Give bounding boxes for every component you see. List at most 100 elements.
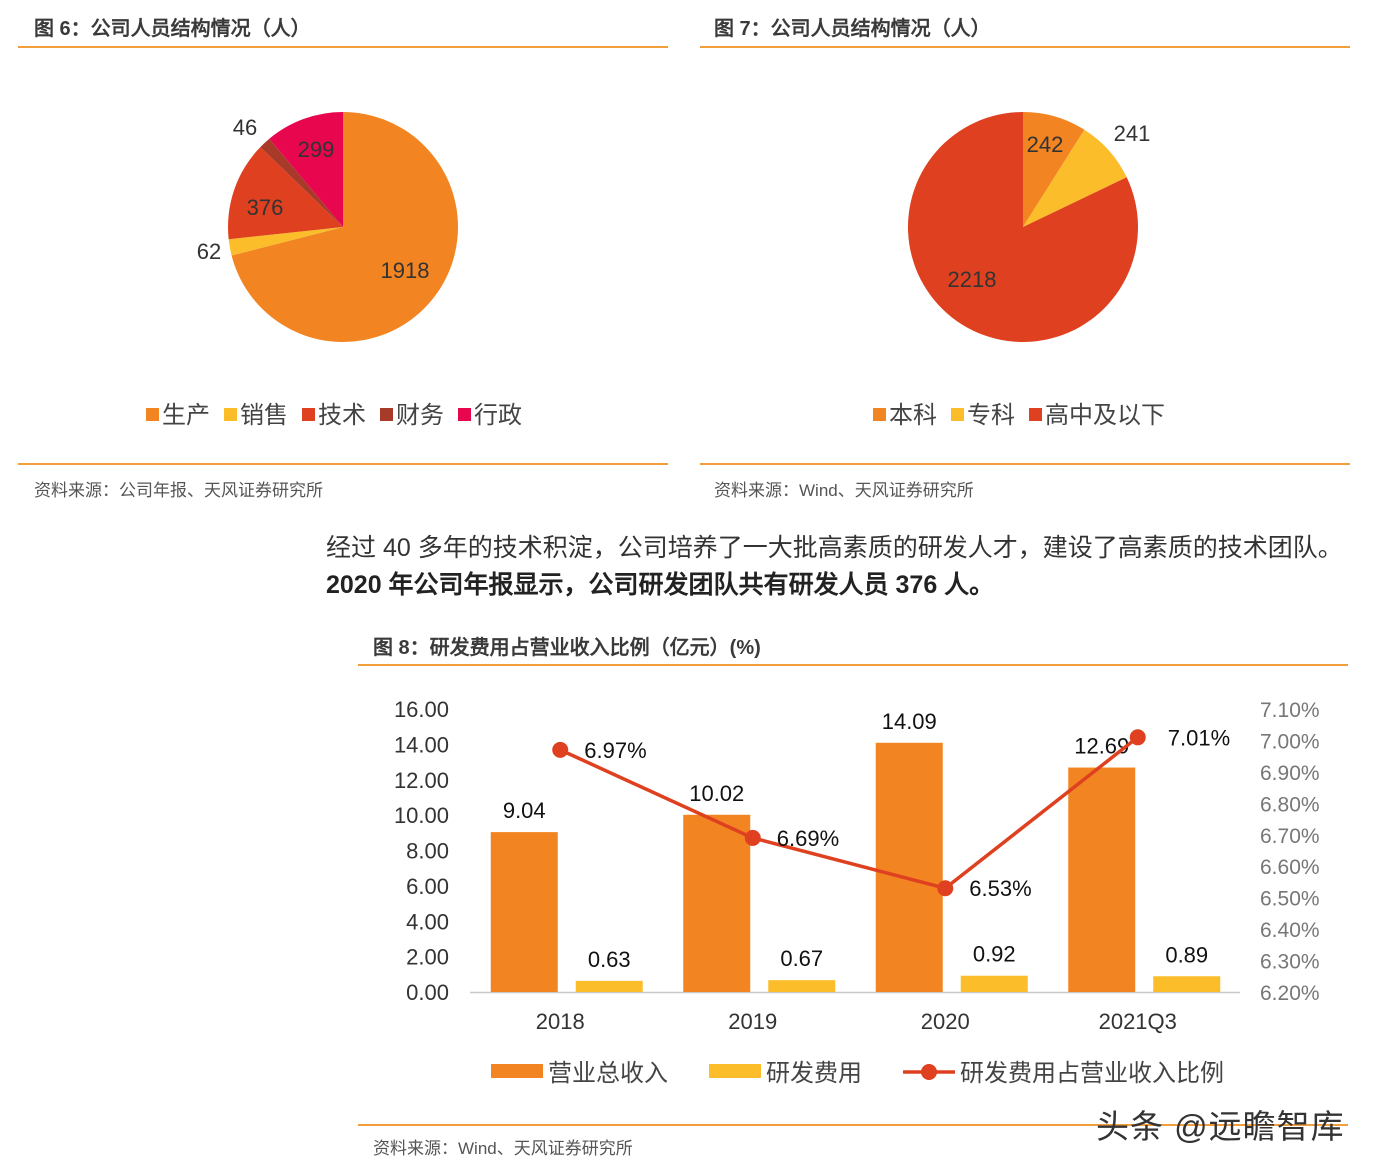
y2-axis-tick-label: 6.50% [1260, 888, 1320, 911]
pie-data-label: 46 [233, 115, 257, 140]
fig8-bottom-rule [358, 1124, 1348, 1126]
y2-axis-tick-label: 6.70% [1260, 825, 1320, 848]
legend-label: 高中及以下 [1045, 402, 1165, 429]
line-data-label: 6.69% [777, 826, 839, 851]
x-axis-tick-label: 2018 [536, 1009, 585, 1034]
bar-研发费用 [768, 980, 836, 992]
pie-slice-财务 [260, 138, 343, 227]
pie-data-label: 376 [247, 195, 284, 220]
pie-data-label: 2218 [948, 267, 997, 292]
line-研发费用占营业收入比例 [559, 735, 1139, 891]
pie-slice-销售 [228, 227, 343, 256]
line-point [937, 880, 954, 897]
x-axis-tick-label: 2021Q3 [1099, 1009, 1177, 1034]
fig7-source: 资料来源：Wind、天风证券研究所 [714, 481, 974, 500]
fig8-source: 资料来源：Wind、天风证券研究所 [373, 1139, 633, 1158]
legend-label: 专科 [967, 402, 1015, 429]
legend-label: 营业总收入 [548, 1060, 668, 1087]
pie-slice-生产 [231, 112, 458, 342]
line-point [1129, 729, 1146, 746]
pie-slice-行政 [269, 111, 343, 227]
body-paragraph: 经过 40 多年的技术积淀，公司培养了一大批高素质的研发人才，建设了高素质的技术… [326, 530, 1366, 604]
legend-swatch [951, 408, 964, 421]
y2-axis-tick-label: 6.20% [1260, 982, 1320, 1005]
fig6-bottom-rule [18, 463, 668, 465]
fig6-source: 资料来源：公司年报、天风证券研究所 [34, 481, 323, 500]
bar-data-label: 9.04 [503, 798, 546, 823]
legend-swatch [458, 408, 471, 421]
line-data-label: 6.53% [969, 876, 1031, 901]
bar-data-label: 0.92 [973, 942, 1016, 967]
paragraph-bold-text: 2020 年公司年报显示，公司研发团队共有研发人员 376 人。 [326, 571, 995, 599]
fig8-top-rule [358, 664, 1348, 666]
fig7-pie-chart: 242 241 2218 本科 专科 高中及以下 [873, 112, 1165, 429]
y2-axis-tick-label: 6.80% [1260, 793, 1320, 816]
y-axis-tick-label: 0.00 [406, 980, 449, 1005]
fig7-bottom-rule [700, 463, 1350, 465]
bar-data-label: 14.09 [882, 709, 937, 734]
fig8-title: 图 8：研发费用占营业收入比例（亿元）(%) [373, 637, 761, 659]
x-axis-tick-label: 2019 [728, 1009, 777, 1034]
legend-label: 研发费用占营业收入比例 [960, 1060, 1224, 1087]
legend-label: 生产 [162, 402, 210, 429]
paragraph-normal-text: 经过 40 多年的技术积淀，公司培养了一大批高素质的研发人才，建设了高素质的技术… [326, 534, 1343, 562]
x-axis-tick-label: 2020 [921, 1009, 970, 1034]
line-data-label: 7.01% [1168, 725, 1230, 750]
fig7-title: 图 7：公司人员结构情况（人） [714, 18, 991, 40]
y2-axis-tick-label: 6.40% [1260, 919, 1320, 942]
legend-label: 研发费用 [766, 1060, 862, 1087]
legend-swatch [873, 408, 886, 421]
bar-营业总收入 [1068, 767, 1136, 992]
legend-swatch [709, 1064, 761, 1078]
bar-data-label: 0.67 [780, 946, 823, 971]
y-axis-tick-label: 8.00 [406, 839, 449, 864]
y-axis-tick-label: 14.00 [394, 732, 449, 757]
bar-营业总收入 [490, 832, 558, 992]
bar-营业总收入 [683, 814, 751, 992]
y2-axis-tick-label: 7.10% [1260, 699, 1320, 722]
legend-swatch [146, 408, 159, 421]
y-axis-tick-label: 2.00 [406, 945, 449, 970]
legend-label: 本科 [889, 402, 937, 429]
pie-data-label: 1918 [381, 258, 430, 283]
y2-axis-tick-label: 6.90% [1260, 762, 1320, 785]
bar-data-label: 10.02 [689, 781, 744, 806]
pie-data-label: 299 [298, 137, 335, 162]
fig6-pie-chart: 1918 62 376 46 299 生产 销售 技术 财务 行政 [146, 111, 522, 429]
line-point [744, 829, 761, 846]
bar-研发费用 [575, 980, 643, 992]
pie-data-label: 62 [197, 239, 221, 264]
pie-data-label: 241 [1114, 121, 1151, 146]
bar-研发费用 [1153, 976, 1221, 992]
y2-axis-tick-label: 6.30% [1260, 951, 1320, 974]
legend-label: 销售 [240, 402, 288, 429]
pie-slice-本科 [1023, 112, 1085, 227]
watermark-text: 头条 @远瞻智库 [1096, 1108, 1345, 1145]
pie-slice-高中及以下 [907, 112, 1138, 342]
pie-slice-技术 [227, 147, 343, 240]
legend-label: 行政 [474, 402, 522, 429]
bar-data-label: 12.69 [1074, 734, 1129, 759]
fig7-top-rule [700, 46, 1350, 48]
fig6-top-rule [18, 46, 668, 48]
legend-swatch [224, 408, 237, 421]
bar-data-label: 0.89 [1165, 942, 1208, 967]
legend-marker [921, 1064, 937, 1080]
y-axis-tick-label: 16.00 [394, 697, 449, 722]
y2-axis-tick-label: 6.60% [1260, 856, 1320, 879]
legend-swatch [302, 408, 315, 421]
line-point [552, 741, 569, 758]
y-axis-tick-label: 10.00 [394, 803, 449, 828]
bar-data-label: 0.63 [588, 947, 631, 972]
legend-swatch [491, 1064, 543, 1078]
legend-swatch [380, 408, 393, 421]
legend-swatch [1029, 408, 1042, 421]
legend-label: 财务 [396, 402, 444, 429]
bar-营业总收入 [875, 742, 943, 992]
pie-data-label: 242 [1027, 132, 1064, 157]
y2-axis-tick-label: 7.00% [1260, 730, 1320, 753]
line-data-label: 6.97% [584, 738, 646, 763]
fig6-title: 图 6：公司人员结构情况（人） [34, 18, 311, 40]
legend-label: 技术 [318, 402, 366, 429]
